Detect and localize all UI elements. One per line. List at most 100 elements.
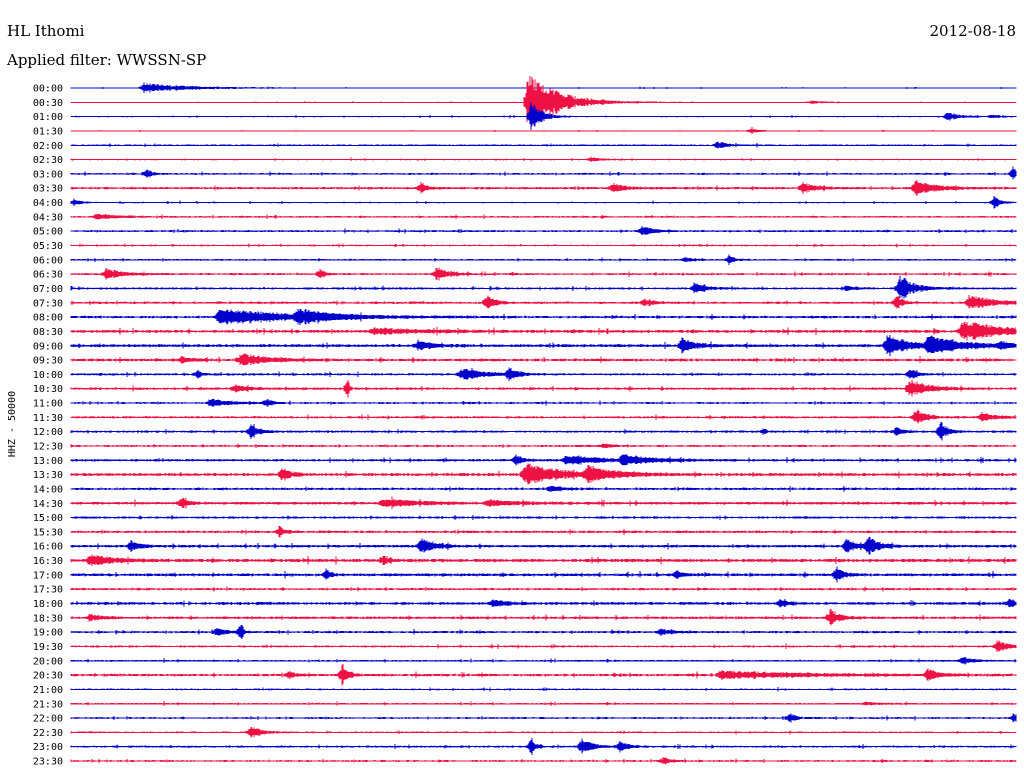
trace-row bbox=[70, 380, 1017, 398]
time-tick-label: 14:30 bbox=[33, 499, 63, 510]
trace-row bbox=[70, 75, 1017, 127]
time-tick-label: 00:00 bbox=[33, 84, 63, 95]
time-tick-label: 05:00 bbox=[33, 227, 63, 238]
trace-row bbox=[70, 141, 1017, 149]
trace-row bbox=[70, 738, 1017, 755]
trace-row bbox=[70, 254, 1017, 265]
trace-row bbox=[70, 267, 1017, 281]
trace-row bbox=[70, 353, 1017, 366]
time-tick-label: 13:30 bbox=[33, 470, 63, 481]
time-tick-labels: 00:00 00:30 01:00 01:30 02:00 02:30 03:00 03:30… bbox=[33, 84, 63, 768]
time-tick-label: 07:00 bbox=[33, 284, 63, 295]
time-tick-label: 15:30 bbox=[33, 527, 63, 538]
trace-row bbox=[70, 180, 1017, 197]
time-tick-label: 12:30 bbox=[33, 442, 63, 453]
trace-row bbox=[70, 598, 1017, 608]
time-tick-label: 10:00 bbox=[33, 370, 63, 381]
time-tick-label: 16:00 bbox=[33, 542, 63, 553]
filter-label: Applied filter: WWSSN-SP bbox=[7, 51, 207, 69]
time-tick-label: 01:00 bbox=[33, 112, 63, 123]
trace-row bbox=[70, 657, 1017, 665]
time-tick-label: 22:00 bbox=[33, 714, 63, 725]
trace-row bbox=[70, 454, 1017, 466]
time-tick-label: 02:30 bbox=[33, 155, 63, 166]
time-tick-label: 22:30 bbox=[33, 728, 63, 739]
trace-row bbox=[70, 126, 1017, 135]
trace-row bbox=[70, 225, 1017, 236]
time-tick-label: 17:30 bbox=[33, 585, 63, 596]
time-tick-label: 03:30 bbox=[33, 184, 63, 195]
time-tick-label: 03:00 bbox=[33, 169, 63, 180]
trace-row bbox=[70, 525, 1017, 538]
time-tick-label: 09:00 bbox=[33, 341, 63, 352]
trace-row bbox=[70, 713, 1017, 723]
trace-row bbox=[70, 726, 1017, 738]
time-tick-label: 06:30 bbox=[33, 270, 63, 281]
time-tick-label: 19:00 bbox=[33, 628, 63, 639]
time-tick-label: 00:30 bbox=[33, 98, 63, 109]
time-tick-label: 21:00 bbox=[33, 685, 63, 696]
trace-row bbox=[70, 566, 1017, 583]
trace-row bbox=[70, 166, 1017, 180]
trace-row bbox=[70, 496, 1017, 509]
time-tick-label: 08:30 bbox=[33, 327, 63, 338]
trace-row bbox=[70, 321, 1017, 341]
y-axis-label: HHZ - 50000 bbox=[7, 391, 18, 457]
time-tick-label: 23:30 bbox=[33, 757, 63, 768]
time-tick-label: 13:00 bbox=[33, 456, 63, 467]
trace-row bbox=[70, 156, 1017, 163]
trace-row bbox=[70, 586, 1017, 592]
trace-row bbox=[70, 367, 1017, 381]
time-tick-label: 12:00 bbox=[33, 427, 63, 438]
time-tick-label: 11:30 bbox=[33, 413, 63, 424]
trace-row bbox=[70, 664, 1017, 686]
time-tick-label: 06:00 bbox=[33, 255, 63, 266]
trace-row bbox=[70, 422, 1017, 441]
time-tick-label: 08:00 bbox=[33, 313, 63, 324]
time-tick-label: 18:30 bbox=[33, 613, 63, 624]
trace-row bbox=[70, 609, 1017, 626]
trace-row bbox=[70, 701, 1017, 707]
trace-row bbox=[70, 399, 1017, 407]
time-tick-label: 15:00 bbox=[33, 513, 63, 524]
time-tick-label: 01:30 bbox=[33, 126, 63, 137]
time-tick-label: 04:00 bbox=[33, 198, 63, 209]
trace-row bbox=[70, 335, 1017, 357]
trace-row bbox=[70, 485, 1017, 492]
trace-row bbox=[70, 102, 1017, 130]
trace-row bbox=[70, 757, 1017, 765]
trace-row bbox=[70, 295, 1017, 309]
trace-row bbox=[70, 624, 1017, 639]
seismic-traces bbox=[70, 75, 1017, 765]
time-tick-label: 09:30 bbox=[33, 356, 63, 367]
time-tick-label: 20:30 bbox=[33, 671, 63, 682]
time-tick-label: 16:30 bbox=[33, 556, 63, 567]
station-title: HL Ithomi bbox=[7, 22, 85, 40]
time-tick-label: 02:00 bbox=[33, 141, 63, 152]
trace-row bbox=[70, 243, 1017, 248]
time-tick-label: 20:00 bbox=[33, 656, 63, 667]
time-tick-label: 10:30 bbox=[33, 384, 63, 395]
time-tick-label: 07:30 bbox=[33, 298, 63, 309]
time-tick-label: 21:30 bbox=[33, 699, 63, 710]
trace-row bbox=[70, 195, 1017, 209]
trace-row bbox=[70, 463, 1017, 485]
time-tick-label: 04:30 bbox=[33, 212, 63, 223]
trace-row bbox=[70, 515, 1017, 520]
trace-row bbox=[70, 554, 1017, 567]
time-tick-label: 05:30 bbox=[33, 241, 63, 252]
trace-row bbox=[70, 308, 1017, 325]
time-tick-label: 23:00 bbox=[33, 742, 63, 753]
trace-row bbox=[70, 82, 1017, 94]
trace-row bbox=[70, 213, 1017, 220]
trace-row bbox=[70, 409, 1017, 424]
time-tick-label: 11:00 bbox=[33, 399, 63, 410]
time-tick-label: 14:00 bbox=[33, 484, 63, 495]
trace-row bbox=[70, 640, 1017, 652]
time-tick-label: 19:30 bbox=[33, 642, 63, 653]
trace-row bbox=[70, 275, 1017, 299]
trace-row bbox=[70, 537, 1017, 555]
date-label: 2012-08-18 bbox=[929, 22, 1016, 40]
time-tick-label: 18:00 bbox=[33, 599, 63, 610]
